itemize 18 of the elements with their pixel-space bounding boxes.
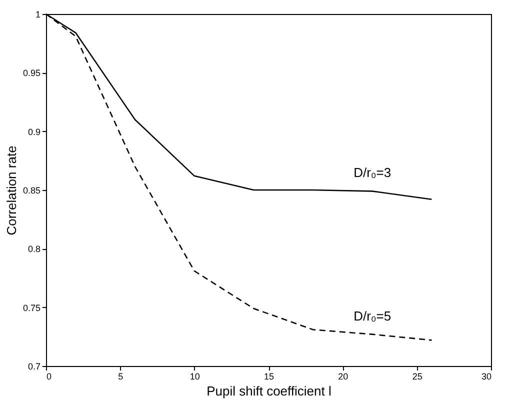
y-tick-label: 0.8 bbox=[28, 244, 40, 254]
series-label: D/r₀=5 bbox=[354, 308, 392, 324]
x-tick-label: 5 bbox=[118, 372, 124, 382]
y-tick-label: 0.95 bbox=[22, 68, 40, 78]
y-tick-label: 0.75 bbox=[22, 302, 40, 313]
x-tick-label: 10 bbox=[190, 372, 200, 382]
y-tick-label: 0.85 bbox=[22, 186, 40, 196]
y-axis-title: Correlation rate bbox=[4, 146, 19, 236]
x-tick-label: 0 bbox=[46, 372, 52, 382]
x-axis-title: Pupil shift coefficient l bbox=[206, 384, 332, 398]
x-tick-label: 30 bbox=[481, 372, 492, 382]
x-tick-label: 20 bbox=[338, 372, 348, 382]
x-tick-label: 25 bbox=[412, 372, 422, 382]
series-label: D/r₀=3 bbox=[354, 165, 392, 180]
x-tick-label: 15 bbox=[264, 372, 274, 382]
y-tick-label: 0.7 bbox=[28, 362, 40, 372]
y-tick-label: 0.9 bbox=[28, 126, 40, 137]
y-tick-label: 1 bbox=[35, 10, 40, 20]
